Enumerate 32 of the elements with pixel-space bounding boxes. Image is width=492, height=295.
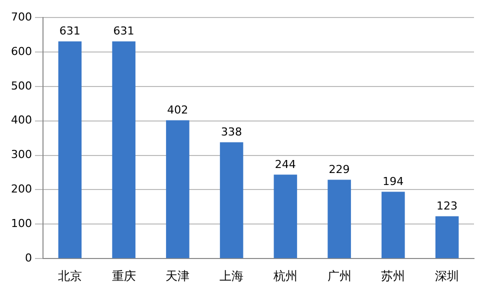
bar (112, 41, 136, 258)
y-tick-label: 0 (24, 251, 32, 264)
x-tick-label: 广州 (327, 268, 352, 283)
data-label: 244 (274, 158, 296, 171)
x-tick-label: 重庆 (112, 268, 136, 283)
x-tick-label: 天津 (166, 268, 190, 283)
bar (435, 216, 459, 258)
data-label: 194 (382, 175, 404, 188)
x-tick-label: 杭州 (272, 268, 298, 283)
bar (328, 180, 351, 258)
bar (274, 174, 298, 258)
x-tick-label: 北京 (58, 268, 82, 283)
y-tick-label: 100 (10, 217, 32, 230)
bar (220, 142, 244, 258)
data-label: 338 (221, 126, 242, 139)
y-tick-label: 400 (10, 114, 32, 127)
y-tick-label: 500 (10, 79, 32, 92)
data-label: 631 (59, 24, 80, 38)
bar (382, 192, 405, 258)
x-tick-label: 苏州 (381, 268, 406, 283)
data-label: 402 (167, 104, 188, 117)
y-tick-label: 300 (10, 148, 32, 162)
x-tick-label: 深圳 (435, 268, 460, 283)
x-tick-label: 上海 (220, 268, 244, 283)
y-tick-label: 200 (10, 182, 32, 196)
y-tick-label: 700 (10, 10, 32, 24)
y-tick-label: 600 (10, 44, 32, 58)
data-label: 631 (113, 24, 134, 38)
data-label: 123 (436, 200, 458, 213)
data-label: 229 (328, 163, 350, 176)
bar (166, 120, 190, 258)
bar (58, 41, 82, 258)
